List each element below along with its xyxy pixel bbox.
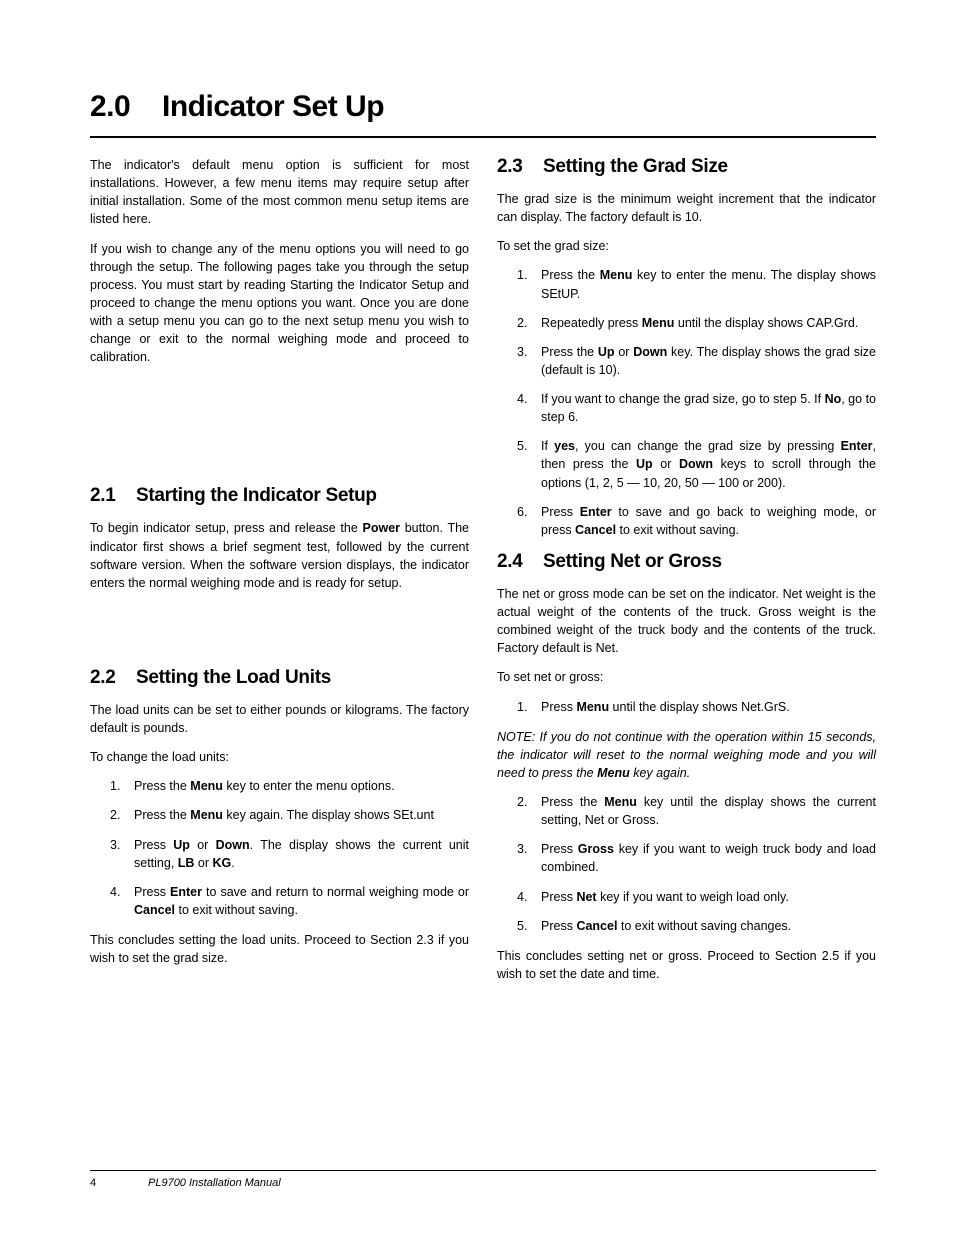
section-number: 2.2: [90, 667, 136, 689]
s23-p2: To set the grad size:: [497, 237, 876, 255]
s23-p1: The grad size is the minimum weight incr…: [497, 190, 876, 226]
list-item: Press Cancel to exit without saving chan…: [497, 917, 876, 935]
chapter-text: Indicator Set Up: [162, 90, 384, 123]
page-footer: 4PL9700 Installation Manual: [90, 1170, 876, 1189]
section-2-2-title: 2.2Setting the Load Units: [90, 667, 469, 689]
s24-steps-a: Press Menu until the display shows Net.G…: [497, 698, 876, 716]
s24-p2: To set net or gross:: [497, 668, 876, 686]
section-text: Setting the Grad Size: [543, 156, 728, 177]
section-text: Setting Net or Gross: [543, 551, 722, 572]
list-item: Press the Menu key again. The display sh…: [90, 806, 469, 824]
list-item: If you want to change the grad size, go …: [497, 390, 876, 426]
section-number: 2.3: [497, 156, 543, 178]
s24-note: NOTE: If you do not continue with the op…: [497, 728, 876, 782]
section-text: Setting the Load Units: [136, 667, 331, 688]
chapter-title: 2.0Indicator Set Up: [90, 90, 876, 138]
intro-paragraph-2: If you wish to change any of the menu op…: [90, 240, 469, 367]
s22-steps: Press the Menu key to enter the menu opt…: [90, 777, 469, 919]
list-item: Press the Up or Down key. The display sh…: [497, 343, 876, 379]
chapter-number: 2.0: [90, 90, 162, 124]
list-item: If yes, you can change the grad size by …: [497, 437, 876, 491]
left-column: The indicator's default menu option is s…: [90, 156, 469, 994]
section-number: 2.4: [497, 551, 543, 573]
list-item: Press the Menu key until the display sho…: [497, 793, 876, 829]
list-item: Press Up or Down. The display shows the …: [90, 836, 469, 872]
section-number: 2.1: [90, 485, 136, 507]
s24-p3: This concludes setting net or gross. Pro…: [497, 947, 876, 983]
section-2-3-title: 2.3Setting the Grad Size: [497, 156, 876, 178]
s23-steps: Press the Menu key to enter the menu. Th…: [497, 266, 876, 539]
right-column: 2.3Setting the Grad Size The grad size i…: [497, 156, 876, 994]
list-item: Press Gross key if you want to weigh tru…: [497, 840, 876, 876]
list-item: Press the Menu key to enter the menu. Th…: [497, 266, 876, 302]
list-item: Press Net key if you want to weigh load …: [497, 888, 876, 906]
list-item: Repeatedly press Menu until the display …: [497, 314, 876, 332]
list-item: Press Enter to save and return to normal…: [90, 883, 469, 919]
page-number: 4: [90, 1177, 148, 1189]
section-2-1-body: To begin indicator setup, press and rele…: [90, 519, 469, 592]
list-item: Press the Menu key to enter the menu opt…: [90, 777, 469, 795]
s24-steps-b: Press the Menu key until the display sho…: [497, 793, 876, 935]
list-item: Press Enter to save and go back to weigh…: [497, 503, 876, 539]
doc-title: PL9700 Installation Manual: [148, 1177, 281, 1189]
s22-p2: To change the load units:: [90, 748, 469, 766]
s24-p1: The net or gross mode can be set on the …: [497, 585, 876, 658]
section-2-1-title: 2.1Starting the Indicator Setup: [90, 485, 469, 507]
s22-p1: The load units can be set to either poun…: [90, 701, 469, 737]
intro-paragraph-1: The indicator's default menu option is s…: [90, 156, 469, 229]
section-2-4-title: 2.4Setting Net or Gross: [497, 551, 876, 573]
s22-p3: This concludes setting the load units. P…: [90, 931, 469, 967]
list-item: Press Menu until the display shows Net.G…: [497, 698, 876, 716]
section-text: Starting the Indicator Setup: [136, 485, 377, 506]
